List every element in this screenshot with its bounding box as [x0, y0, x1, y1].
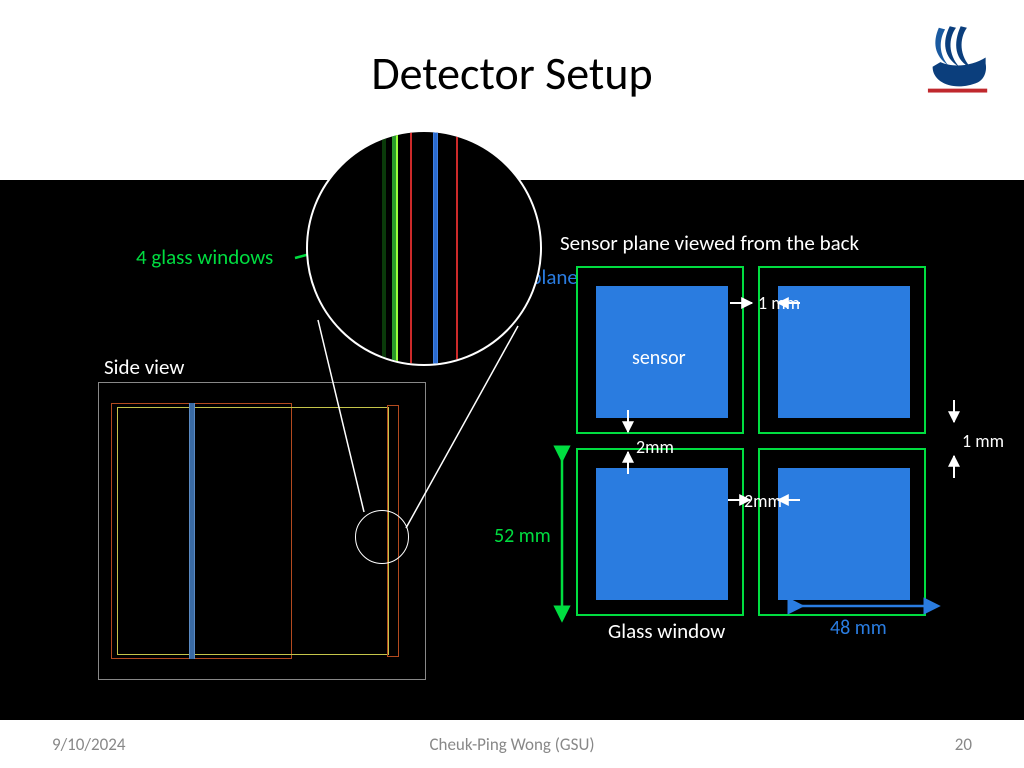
side-blue-bar	[189, 403, 195, 659]
dim-1mm-right: 1 mm	[962, 430, 1004, 452]
dim-1mm-top: 1 mm	[758, 292, 800, 314]
glass-window	[576, 448, 744, 616]
side-yellow-box	[117, 407, 389, 655]
slide-header: Detector Setup	[0, 0, 1024, 180]
dim-52mm: 52 mm	[494, 524, 551, 548]
glass-window	[758, 448, 926, 616]
zoom-line	[433, 132, 438, 364]
gsu-logo	[916, 20, 996, 98]
side-view-label: Side view	[104, 354, 184, 380]
zoom-small-circle	[355, 510, 409, 564]
slide-title: Detector Setup	[0, 46, 1024, 102]
dim-2mm-vert: 2mm	[636, 436, 674, 458]
footer-author: Cheuk-Ping Wong (GSU)	[0, 734, 1024, 755]
dim-2mm-horiz: 2mm	[744, 490, 782, 512]
zoom-line	[382, 132, 386, 364]
glass-window-bottom-label: Glass window	[608, 618, 725, 644]
glass-windows-label: 4 glass windows	[136, 244, 273, 270]
zoom-big-circle	[306, 130, 542, 366]
zoom-line	[410, 132, 412, 364]
slide-footer: 9/10/2024 Cheuk-Ping Wong (GSU) 20	[0, 720, 1024, 768]
sensor-tile	[596, 468, 728, 600]
dim-48mm: 48 mm	[830, 616, 887, 640]
zoom-line	[392, 132, 398, 364]
back-view-title: Sensor plane viewed from the back	[560, 230, 859, 256]
footer-page: 20	[955, 734, 972, 755]
sensor-text: sensor	[632, 346, 686, 370]
sensor-tile	[778, 468, 910, 600]
zoom-line	[456, 132, 458, 364]
